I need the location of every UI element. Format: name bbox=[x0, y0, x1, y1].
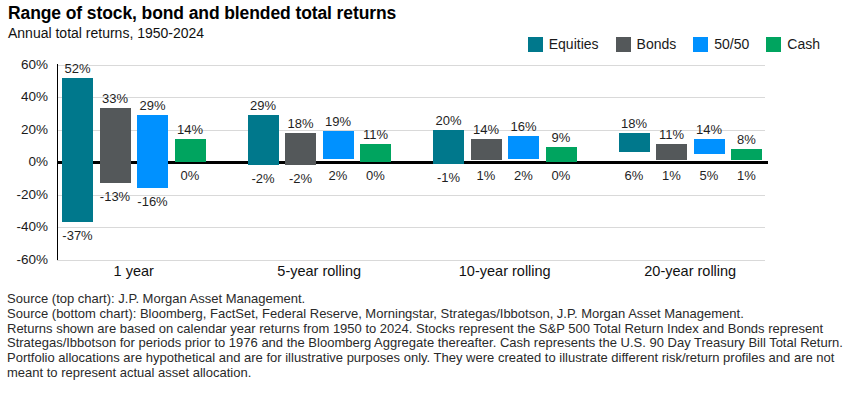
value-label-min: -2% bbox=[289, 171, 312, 186]
footnotes: Source (top chart): J.P. Morgan Asset Ma… bbox=[7, 292, 860, 381]
value-label-max: 9% bbox=[552, 130, 571, 145]
value-label-min: 2% bbox=[329, 168, 348, 183]
y-tick-label--60: -60% bbox=[2, 252, 48, 268]
value-label-min: 0% bbox=[366, 168, 385, 183]
value-label-max: 14% bbox=[696, 122, 722, 137]
value-label-min: -16% bbox=[137, 194, 167, 209]
chart-page: Range of stock, bond and blended total r… bbox=[0, 0, 864, 413]
value-label-max: 18% bbox=[621, 116, 647, 131]
footnote-line: Source (bottom chart): Bloomberg, FactSe… bbox=[7, 307, 860, 322]
value-label-min: 0% bbox=[181, 168, 200, 183]
bar-cash-5-year-rolling bbox=[360, 144, 391, 162]
y-tick-label-20: 20% bbox=[2, 122, 48, 138]
gridline-60 bbox=[57, 65, 765, 66]
value-label-min: 2% bbox=[514, 168, 533, 183]
value-label-min: -2% bbox=[251, 171, 274, 186]
value-label-max: 29% bbox=[139, 98, 165, 113]
bar-50-50-5-year-rolling bbox=[323, 131, 354, 159]
value-label-max: 29% bbox=[250, 98, 276, 113]
value-label-max: 11% bbox=[363, 127, 388, 142]
bar-bonds-20-year-rolling bbox=[656, 144, 687, 160]
bar-bonds-10-year-rolling bbox=[471, 139, 502, 160]
bar-equities-10-year-rolling bbox=[433, 130, 464, 164]
footnote-line: Portfolio allocations are hypothetical a… bbox=[7, 351, 860, 381]
y-tick-label--20: -20% bbox=[2, 187, 48, 203]
value-label-max: 52% bbox=[64, 61, 90, 76]
x-axis-label-10-year-rolling: 10-year rolling bbox=[459, 263, 551, 279]
bar-50-50-1-year bbox=[137, 115, 168, 188]
footnote-line: Source (top chart): J.P. Morgan Asset Ma… bbox=[7, 292, 860, 307]
value-label-max: 14% bbox=[177, 122, 203, 137]
value-label-max: 8% bbox=[737, 132, 756, 147]
gridline--60 bbox=[57, 260, 765, 261]
plot-area: 60% 40% 20% 0% -20% -40% -60% 52% -37% 33% -13% 29%… bbox=[0, 0, 864, 290]
value-label-min: 1% bbox=[737, 168, 756, 183]
value-label-max: 14% bbox=[473, 122, 499, 137]
value-label-min: -13% bbox=[100, 189, 130, 204]
x-axis-label-5-year-rolling: 5-year rolling bbox=[277, 263, 361, 279]
gridline--40 bbox=[57, 227, 765, 228]
bar-cash-10-year-rolling bbox=[546, 147, 577, 162]
value-label-min: 0% bbox=[552, 168, 571, 183]
bar-equities-20-year-rolling bbox=[619, 133, 650, 153]
bar-bonds-5-year-rolling bbox=[285, 133, 316, 166]
value-label-max: 16% bbox=[510, 119, 536, 134]
bar-cash-1-year bbox=[175, 139, 206, 162]
bar-bonds-1-year bbox=[100, 108, 131, 183]
value-label-min: 6% bbox=[625, 168, 644, 183]
x-axis-label-20-year-rolling: 20-year rolling bbox=[644, 263, 736, 279]
bar-equities-5-year-rolling bbox=[248, 115, 279, 165]
value-label-max: 19% bbox=[325, 114, 351, 129]
x-axis-label-1-year: 1 year bbox=[114, 263, 154, 279]
value-label-min: 1% bbox=[662, 168, 681, 183]
footnote-line: Returns shown are based on calendar year… bbox=[7, 322, 860, 352]
bar-cash-20-year-rolling bbox=[731, 149, 762, 160]
y-axis-line bbox=[57, 64, 58, 260]
value-label-max: 20% bbox=[435, 113, 461, 128]
value-label-max: 33% bbox=[102, 91, 128, 106]
bar-50-50-20-year-rolling bbox=[694, 139, 725, 154]
value-label-min: 5% bbox=[700, 168, 719, 183]
y-tick-label-60: 60% bbox=[2, 57, 48, 73]
bar-equities-1-year bbox=[62, 78, 93, 223]
value-label-min: -37% bbox=[62, 228, 92, 243]
y-tick-label--40: -40% bbox=[2, 219, 48, 235]
value-label-max: 18% bbox=[287, 116, 313, 131]
bar-50-50-10-year-rolling bbox=[508, 136, 539, 159]
value-label-max: 11% bbox=[659, 127, 684, 142]
y-tick-label-40: 40% bbox=[2, 89, 48, 105]
y-tick-label-0: 0% bbox=[2, 154, 48, 170]
value-label-min: 1% bbox=[477, 168, 496, 183]
value-label-min: -1% bbox=[437, 170, 460, 185]
